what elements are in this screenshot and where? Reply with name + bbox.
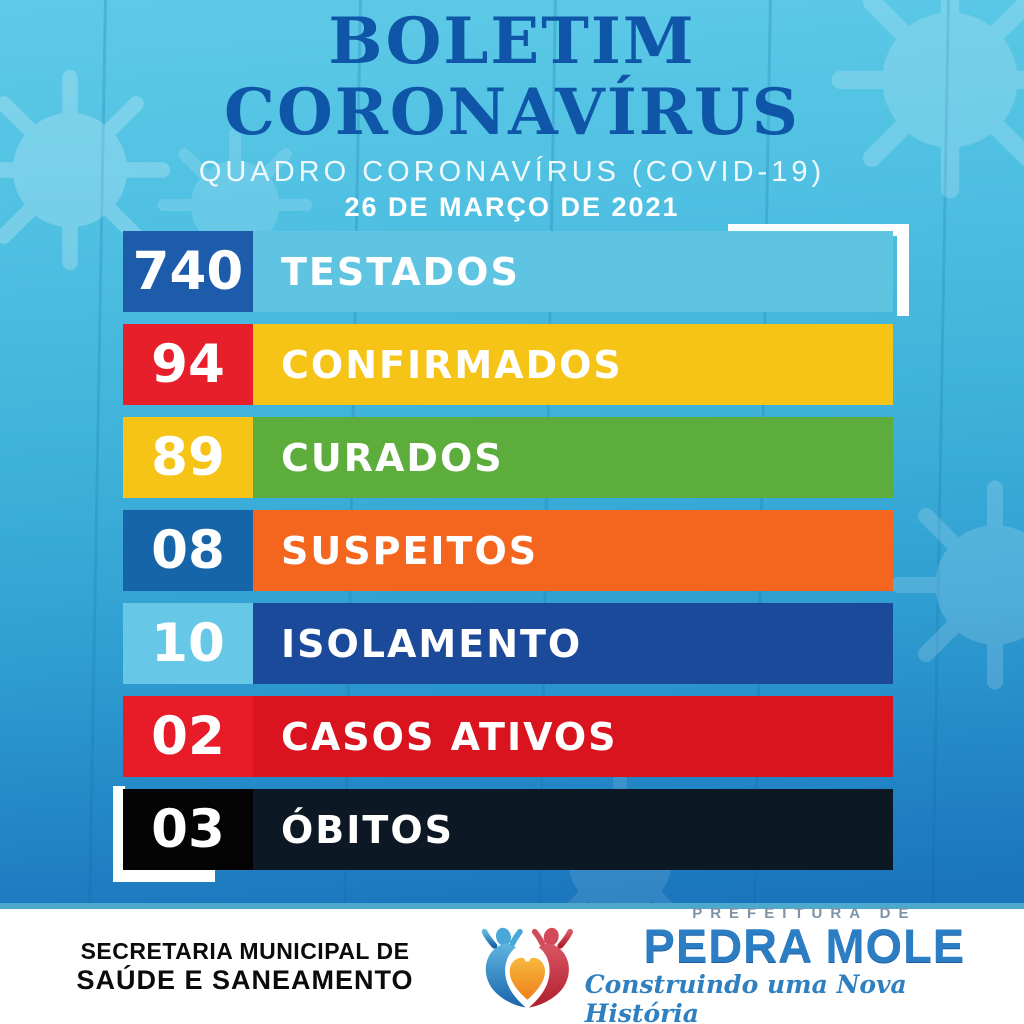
stat-label: ISOLAMENTO (281, 621, 583, 666)
stats-list: 740 TESTADOS 94 CONFIRMADOS 89 CURADOS 0… (123, 231, 893, 882)
stat-bar: ÓBITOS (253, 789, 893, 870)
logo-name-text: PEDRA MOLE (643, 919, 966, 972)
logo-text: PREFEITURA DE PEDRA MOLE Construindo uma… (585, 905, 1024, 1024)
stat-value: 08 (123, 510, 253, 591)
department-name: SECRETARIA MUNICIPAL DE SAÚDE E SANEAMEN… (50, 909, 440, 1024)
header: BOLETIM CORONAVÍRUS QUADRO CORONAVÍRUS (… (0, 6, 1024, 223)
corner-bracket-bottom-left (113, 786, 215, 882)
stat-value: 03 (123, 789, 253, 870)
stat-row-curados: 89 CURADOS (123, 417, 893, 498)
stat-row-casos-ativos: 02 CASOS ATIVOS (123, 696, 893, 777)
title-line-2: CORONAVÍRUS (224, 75, 800, 150)
stat-label: CASOS ATIVOS (281, 714, 618, 759)
stat-label: SUSPEITOS (281, 528, 539, 573)
stat-row-obitos: 03 ÓBITOS (123, 789, 893, 870)
stat-label: CONFIRMADOS (281, 342, 623, 387)
virus-icon (880, 470, 1024, 700)
stat-bar: CASOS ATIVOS (253, 696, 893, 777)
logo-tagline-text: Construindo uma Nova História (584, 970, 907, 1024)
stat-label: CURADOS (281, 435, 504, 480)
footer: SECRETARIA MUNICIPAL DE SAÚDE E SANEAMEN… (0, 903, 1024, 1024)
stat-value: 740 (123, 231, 253, 312)
logo-top-text: PREFEITURA DE (692, 905, 917, 922)
stat-label: TESTADOS (281, 249, 520, 294)
stat-label: ÓBITOS (281, 807, 454, 852)
stat-bar: TESTADOS (253, 231, 893, 312)
stat-row-suspeitos: 08 SUSPEITOS (123, 510, 893, 591)
stat-value: 10 (123, 603, 253, 684)
stat-bar: CONFIRMADOS (253, 324, 893, 405)
department-line-2: SAÚDE E SANEAMENTO (76, 964, 414, 995)
stat-row-testados: 740 TESTADOS (123, 231, 893, 312)
stat-bar: ISOLAMENTO (253, 603, 893, 684)
stat-value: 89 (123, 417, 253, 498)
stat-value: 94 (123, 324, 253, 405)
department-line-1: SECRETARIA MUNICIPAL DE (80, 937, 410, 964)
bulletin-date: 26 DE MARÇO DE 2021 (344, 192, 680, 222)
stat-row-confirmados: 94 CONFIRMADOS (123, 324, 893, 405)
stat-bar: CURADOS (253, 417, 893, 498)
stat-bar: SUSPEITOS (253, 510, 893, 591)
stat-value: 02 (123, 696, 253, 777)
prefeitura-logo: PREFEITURA DE PEDRA MOLE Construindo uma… (478, 905, 1024, 1024)
page-title: BOLETIM CORONAVÍRUS (0, 6, 1024, 148)
subtitle: QUADRO CORONAVÍRUS (COVID-19) (198, 156, 826, 188)
title-line-1: BOLETIM (328, 4, 696, 79)
stat-row-isolamento: 10 ISOLAMENTO (123, 603, 893, 684)
pedra-mole-logo-icon (481, 927, 574, 1007)
